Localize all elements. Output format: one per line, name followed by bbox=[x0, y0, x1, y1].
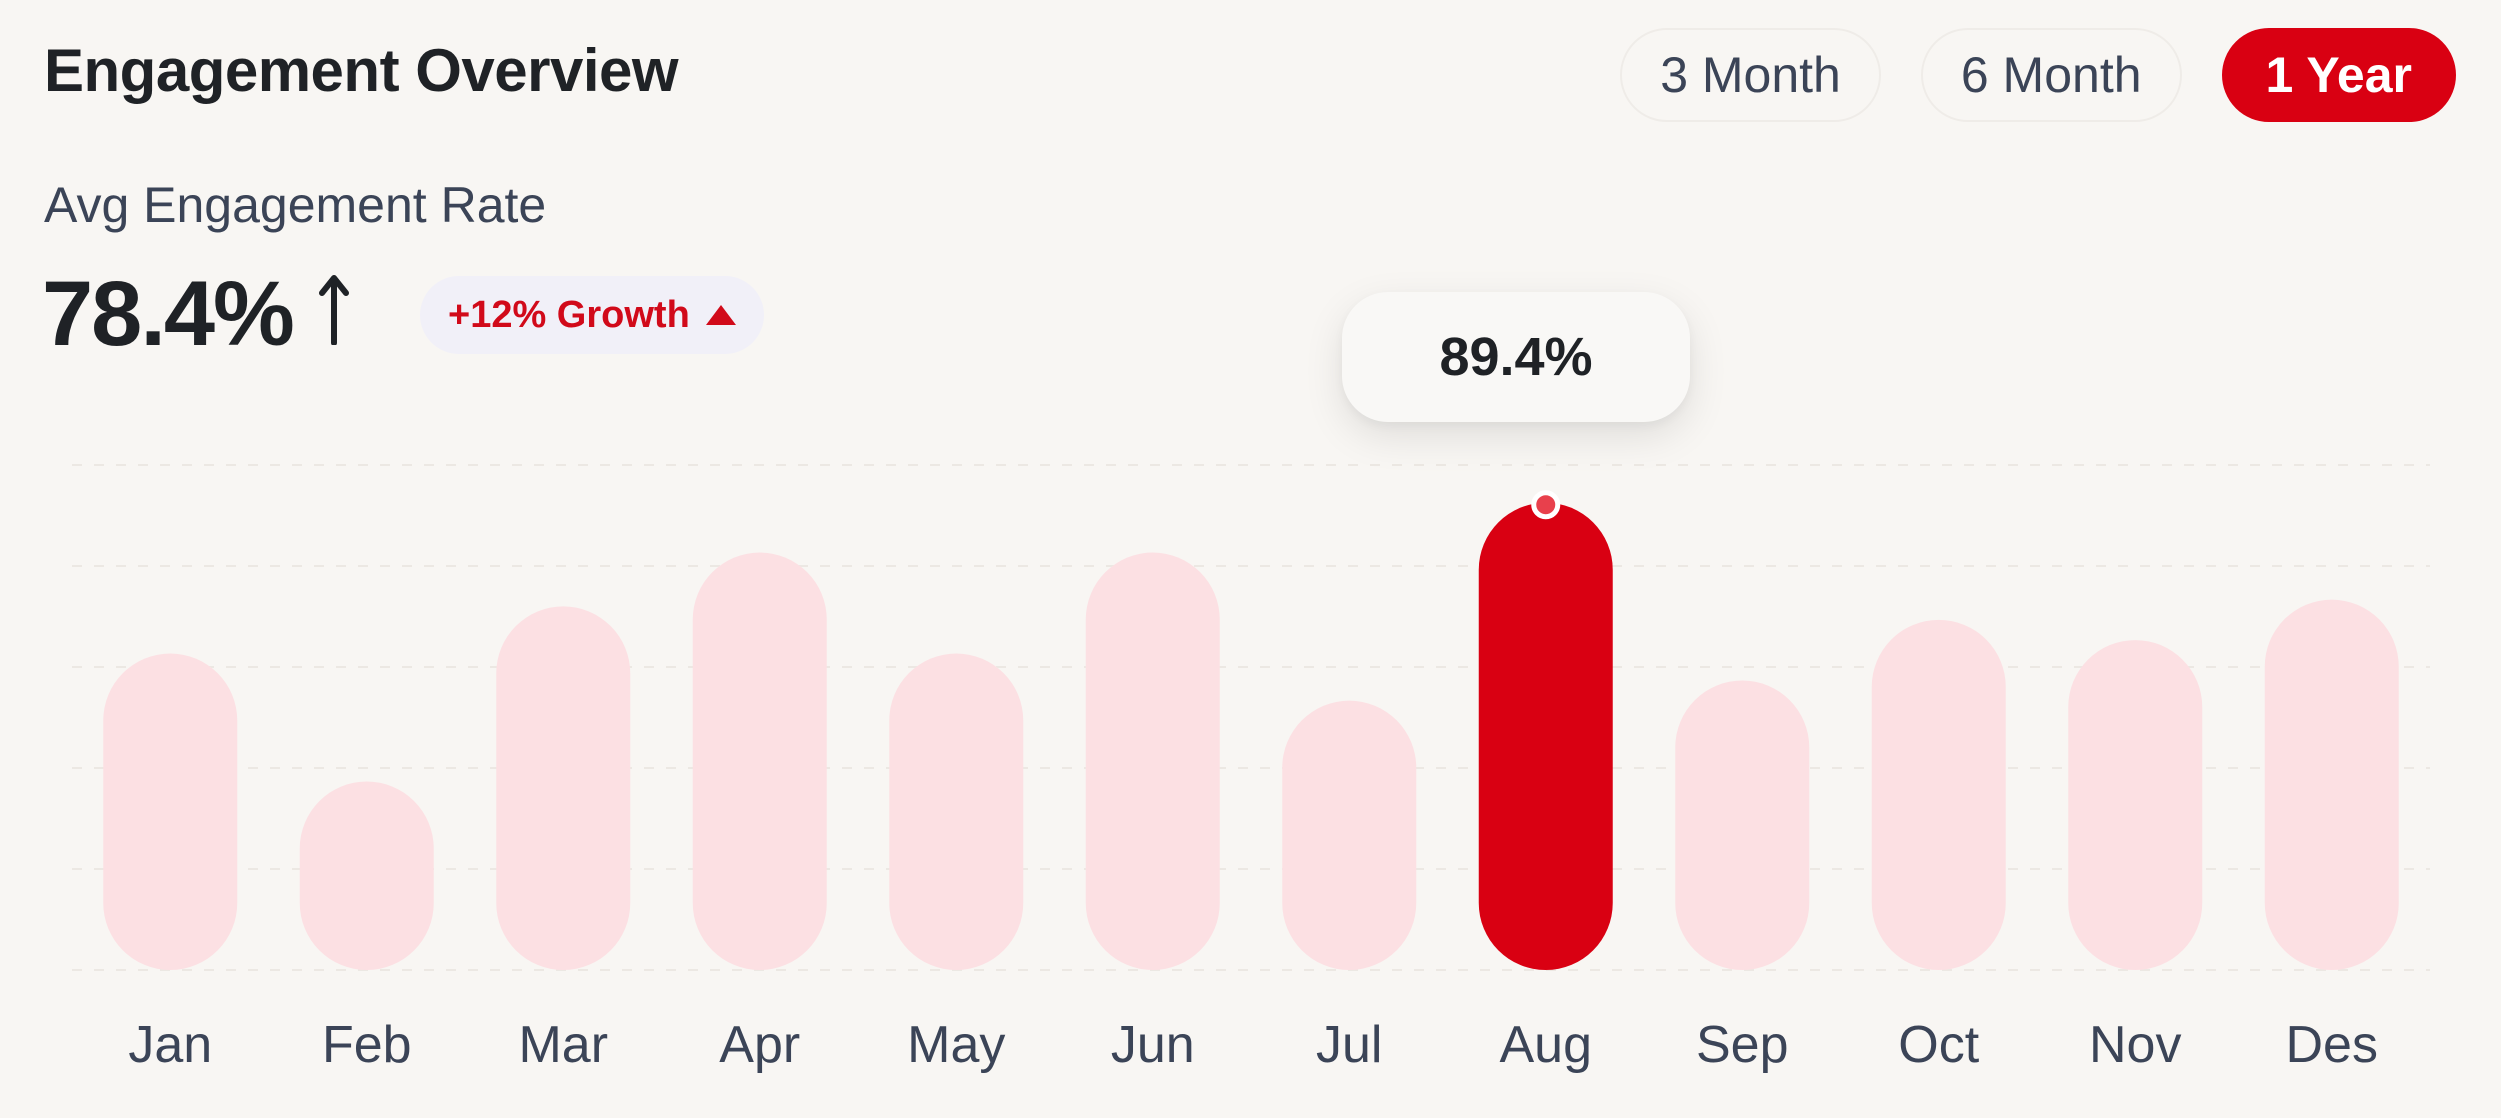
highlight-point bbox=[1531, 490, 1561, 520]
x-tick-label: Jul bbox=[1316, 1016, 1382, 1074]
bar-jun[interactable] bbox=[1085, 552, 1220, 970]
bar-aug[interactable] bbox=[1478, 502, 1613, 970]
bar-may[interactable] bbox=[889, 653, 1024, 970]
arrow-up-icon bbox=[318, 262, 349, 367]
bar-jan[interactable] bbox=[103, 653, 238, 970]
x-tick-label: Apr bbox=[719, 1016, 800, 1074]
bar-sep[interactable] bbox=[1675, 680, 1810, 970]
x-tick-label: Des bbox=[2286, 1016, 2378, 1074]
bar-jul[interactable] bbox=[1282, 700, 1417, 970]
bar-mar[interactable] bbox=[496, 606, 631, 970]
tooltip-value: 89.4% bbox=[1439, 327, 1593, 387]
avg-engagement-label: Avg Engagement Rate bbox=[44, 177, 547, 233]
x-tick-label: Nov bbox=[2089, 1016, 2181, 1074]
range-3-month-button[interactable]: 3 Month bbox=[1620, 28, 1881, 122]
growth-label: +12% Growth bbox=[448, 293, 690, 336]
bar-oct[interactable] bbox=[1871, 619, 2006, 970]
growth-badge: +12% Growth bbox=[420, 276, 764, 354]
bar-feb[interactable] bbox=[299, 781, 434, 970]
x-tick-label: Oct bbox=[1898, 1016, 1979, 1074]
bar-apr[interactable] bbox=[692, 552, 827, 970]
avg-engagement-value-row: 78.4% bbox=[42, 262, 349, 367]
x-tick-label: Jun bbox=[1111, 1016, 1195, 1074]
x-tick-label: Jan bbox=[128, 1016, 212, 1074]
range-1-year-button[interactable]: 1 Year bbox=[2221, 28, 2456, 122]
x-tick-label: Aug bbox=[1499, 1016, 1592, 1074]
bar-des[interactable] bbox=[2264, 599, 2399, 970]
bar-tooltip: 89.4% bbox=[1342, 292, 1690, 422]
range-6-month-button[interactable]: 6 Month bbox=[1920, 28, 2182, 122]
x-tick-label: May bbox=[907, 1016, 1005, 1074]
bar-nov[interactable] bbox=[2068, 640, 2203, 970]
x-tick-label: Mar bbox=[518, 1016, 608, 1074]
x-tick-label: Feb bbox=[322, 1016, 412, 1074]
time-range-selector: 3 Month 6 Month 1 Year bbox=[1620, 28, 2456, 122]
triangle-up-icon bbox=[705, 305, 736, 325]
x-tick-label: Sep bbox=[1696, 1016, 1789, 1074]
page-title: Engagement Overview bbox=[44, 37, 679, 104]
avg-engagement-value: 78.4% bbox=[42, 263, 295, 365]
